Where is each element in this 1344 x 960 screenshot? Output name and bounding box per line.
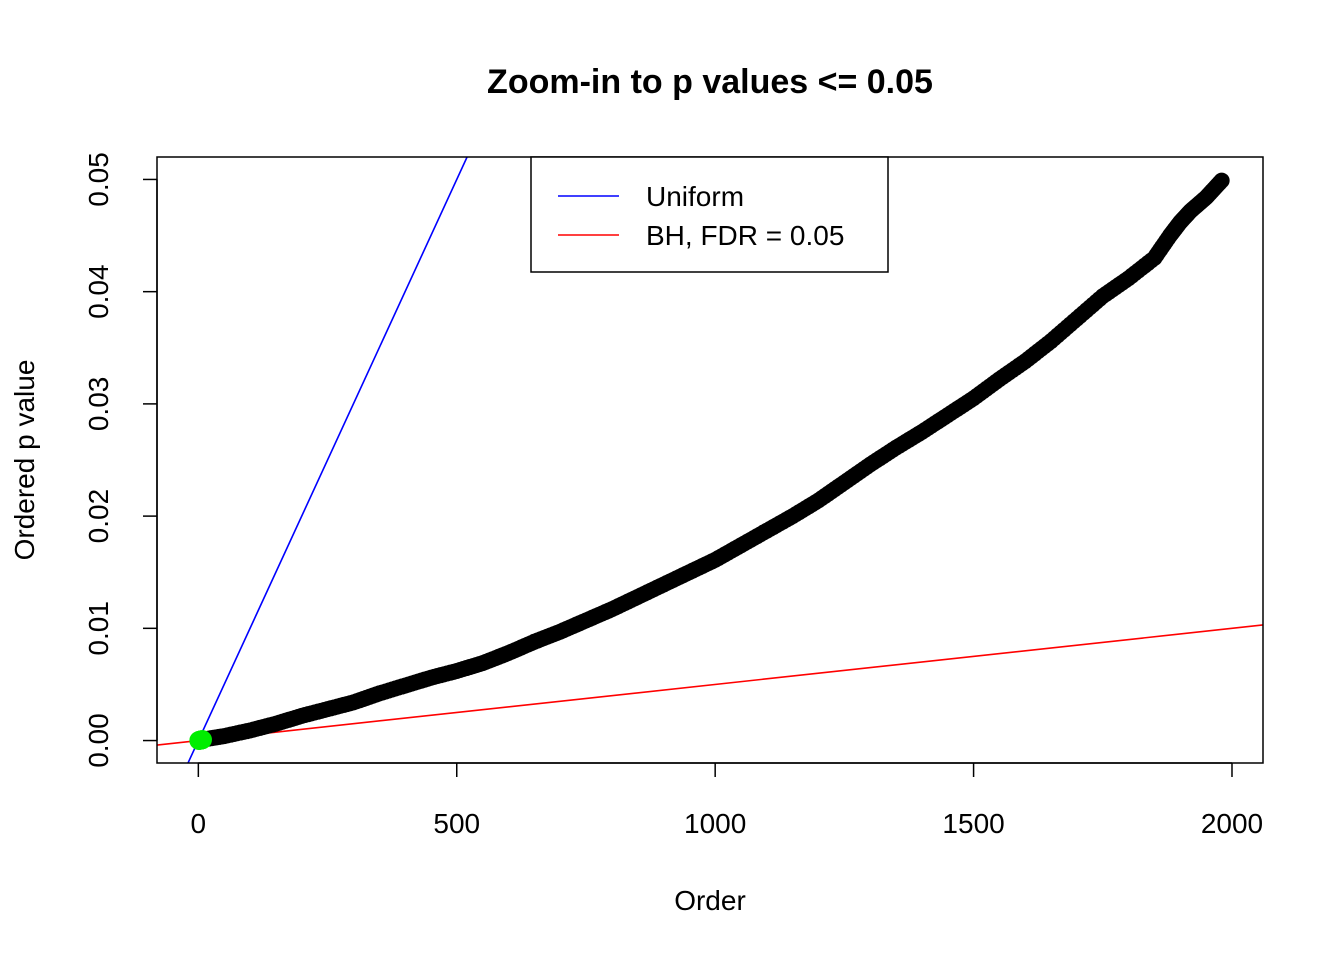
x-tick-label: 500 [433,808,480,839]
y-axis-label: Ordered p value [9,360,40,561]
x-axis: 0 500 1000 1500 2000 [191,762,1263,839]
y-tick-label: 0.05 [83,152,114,207]
x-tick-label: 1000 [684,808,746,839]
highlight-point [192,730,212,750]
legend-label-uniform: Uniform [646,181,744,212]
data-point [1213,172,1230,189]
data-points [189,172,1230,750]
y-tick-label: 0.04 [83,264,114,319]
y-tick-label: 0.03 [83,377,114,432]
legend: Uniform BH, FDR = 0.05 [530,156,889,273]
line-uniform [187,157,468,763]
y-tick-label: 0.01 [83,601,114,656]
legend-box [530,156,889,273]
x-axis-label: Order [674,885,746,916]
line-bh-fdr [157,624,1263,746]
x-tick-label: 1500 [942,808,1004,839]
x-tick-label: 2000 [1201,808,1263,839]
legend-label-bh: BH, FDR = 0.05 [646,220,844,251]
chart-title: Zoom-in to p values <= 0.05 [487,63,933,101]
y-tick-label: 0.00 [83,713,114,768]
reference-lines [157,157,1263,763]
y-axis: 0.00 0.01 0.02 0.03 0.04 0.05 [83,152,158,768]
x-tick-label: 0 [191,808,207,839]
y-tick-label: 0.02 [83,489,114,544]
